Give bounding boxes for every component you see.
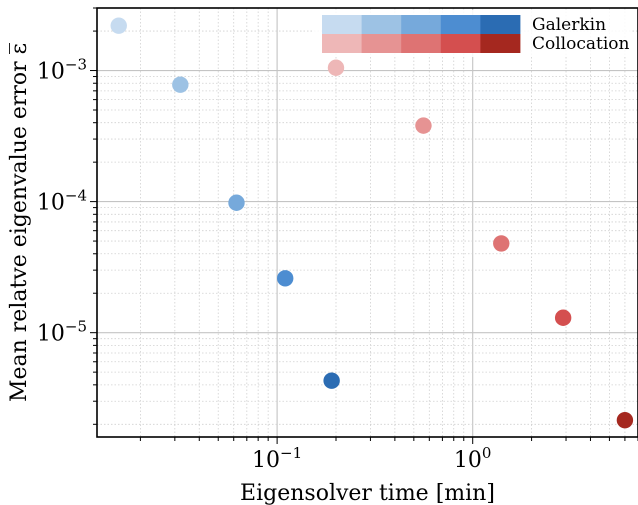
- galerkin-point: [277, 270, 294, 287]
- galerkin-point: [323, 372, 340, 389]
- legend-swatch: [480, 34, 521, 53]
- collocation-point: [616, 411, 634, 429]
- legend-swatch: [322, 15, 362, 34]
- y-tick-label: 10−5: [37, 318, 87, 347]
- legend-swatch: [401, 34, 442, 53]
- y-axis-title: Mean relatve eigenvalue error ε̅: [7, 43, 32, 402]
- collocation-point: [327, 59, 345, 76]
- legend-swatch: [361, 34, 402, 53]
- x-axis-title: Eigensolver time [min]: [240, 481, 495, 505]
- legend-swatch: [361, 15, 402, 34]
- x-tick-label: 10−1: [252, 444, 302, 473]
- legend-swatch: [440, 15, 481, 34]
- legend-swatch: [440, 34, 481, 53]
- legend-swatch: [480, 15, 521, 34]
- axis-ticks: 10−1 100 10−5 10−4 10−3: [37, 7, 638, 473]
- legend-label: Collocation: [532, 34, 630, 54]
- x-tick-label: 100: [454, 444, 492, 473]
- collocation-point: [415, 117, 432, 134]
- legend-label: Galerkin: [532, 15, 606, 35]
- grid-lines: [97, 7, 638, 437]
- plot-frame: [96, 7, 638, 438]
- data-points: [110, 17, 634, 429]
- galerkin-point: [110, 17, 127, 34]
- legend-swatch: [322, 34, 362, 53]
- y-tick-label: 10−4: [37, 187, 87, 216]
- collocation-point: [554, 309, 572, 326]
- galerkin-point: [228, 194, 245, 211]
- galerkin-point: [172, 76, 189, 93]
- y-tick-label: 10−3: [37, 56, 87, 85]
- legend-swatch: [401, 15, 442, 34]
- collocation-point: [493, 235, 510, 252]
